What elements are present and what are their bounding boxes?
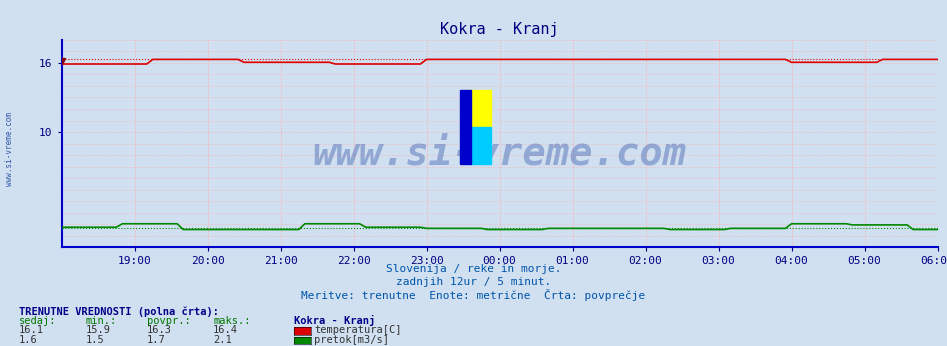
Text: min.:: min.: [85, 316, 116, 326]
Bar [469, 90, 491, 127]
Text: sedaj:: sedaj: [19, 316, 57, 326]
Text: temperatura[C]: temperatura[C] [314, 325, 402, 335]
Text: www.si-vreme.com: www.si-vreme.com [5, 112, 14, 186]
Bar [460, 90, 471, 164]
Text: 1.5: 1.5 [85, 335, 104, 345]
Text: zadnjih 12ur / 5 minut.: zadnjih 12ur / 5 minut. [396, 277, 551, 288]
Text: TRENUTNE VREDNOSTI (polna črta):: TRENUTNE VREDNOSTI (polna črta): [19, 306, 219, 317]
Text: 16.1: 16.1 [19, 325, 44, 335]
Text: Kokra - Kranj: Kokra - Kranj [294, 315, 375, 326]
Text: 15.9: 15.9 [85, 325, 110, 335]
Text: 16.3: 16.3 [147, 325, 171, 335]
Text: 2.1: 2.1 [213, 335, 232, 345]
Text: povpr.:: povpr.: [147, 316, 190, 326]
Title: Kokra - Kranj: Kokra - Kranj [440, 22, 559, 37]
Text: maks.:: maks.: [213, 316, 251, 326]
Bar [469, 127, 491, 164]
Text: www.si-vreme.com: www.si-vreme.com [313, 135, 687, 173]
Text: Meritve: trenutne  Enote: metrične  Črta: povprečje: Meritve: trenutne Enote: metrične Črta: … [301, 289, 646, 301]
Text: 1.7: 1.7 [147, 335, 166, 345]
Text: Slovenija / reke in morje.: Slovenija / reke in morje. [385, 264, 562, 274]
Text: pretok[m3/s]: pretok[m3/s] [314, 335, 389, 345]
Text: 16.4: 16.4 [213, 325, 238, 335]
Text: 1.6: 1.6 [19, 335, 38, 345]
